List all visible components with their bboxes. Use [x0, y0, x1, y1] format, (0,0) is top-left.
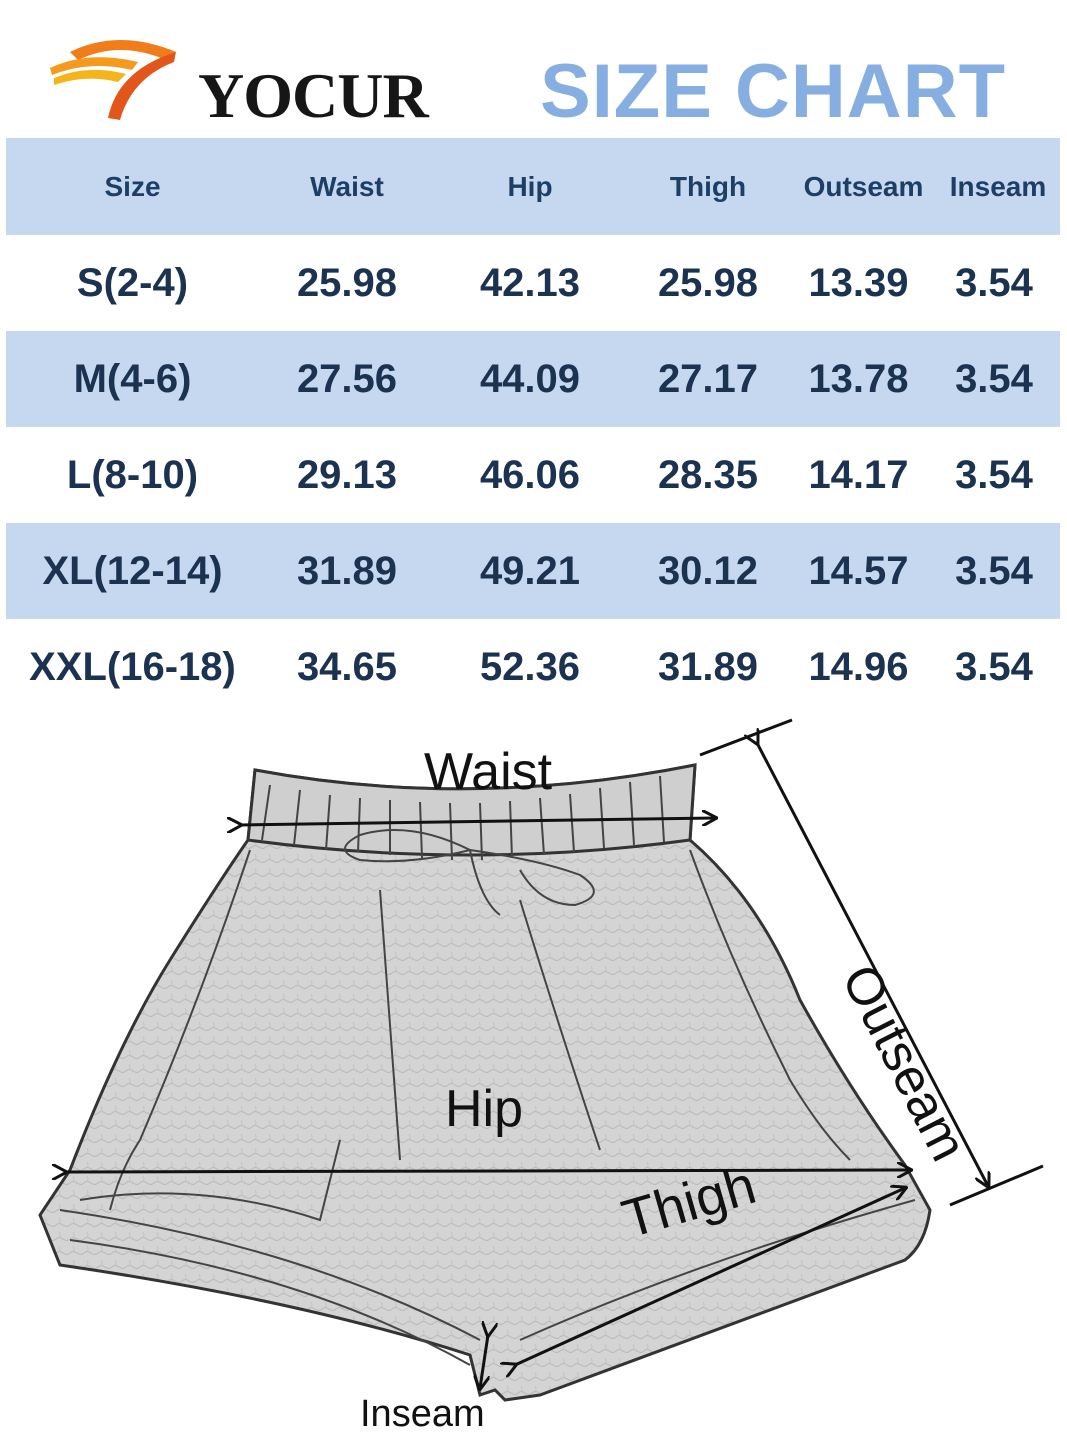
measurement-diagram: Waist Hip Thigh Outseam Inseam: [0, 700, 1067, 1443]
waist-measure-line: [240, 818, 715, 825]
outseam-tick-bottom: [949, 1164, 1044, 1207]
cell-thigh: 31.89: [657, 644, 759, 689]
inseam-label: Inseam: [360, 1393, 485, 1435]
hip-label: Hip: [445, 1080, 524, 1138]
cell-waist: 29.13: [296, 452, 398, 497]
cell-hip: 42.13: [479, 260, 581, 305]
cell-thigh: 28.35: [657, 452, 759, 497]
outseam-measure-line: [757, 743, 988, 1186]
thigh-measure-line: [515, 1188, 905, 1365]
yocur-logo-icon: [50, 40, 176, 120]
cell-inseam: 3.54: [955, 644, 1033, 689]
table-row: L(8-10) 29.13 46.06 28.35 14.17 3.54: [6, 427, 1060, 523]
cell-waist: 34.65: [296, 644, 398, 689]
cell-thigh: 25.98: [657, 260, 759, 305]
cell-outseam: 13.78: [808, 356, 909, 401]
table-row: XL(12-14) 31.89 49.21 30.12 14.57 3.54: [6, 523, 1060, 619]
cell-size: L(8-10): [66, 452, 199, 497]
header-waist: Waist: [310, 170, 384, 202]
cell-hip: 46.06: [479, 452, 581, 497]
header-inseam: Inseam: [949, 170, 1047, 202]
waist-label: Waist: [424, 743, 553, 801]
cell-size: XXL(16-18): [29, 644, 236, 689]
table-row: S(2-4) 25.98 42.13 25.98 13.39 3.54: [6, 235, 1060, 331]
cell-inseam: 3.54: [955, 548, 1033, 593]
shorts-sketch-icon: [38, 718, 1044, 1402]
cell-hip: 52.36: [479, 644, 581, 689]
brand-name: YOCUR: [198, 60, 429, 131]
cell-thigh: 30.12: [657, 548, 759, 593]
size-table: Size Waist Hip Thigh Outseam Inseam S(2-…: [6, 138, 1060, 715]
cell-size: S(2-4): [76, 260, 189, 305]
cell-inseam: 3.54: [955, 260, 1033, 305]
cell-outseam: 14.57: [808, 548, 909, 593]
cell-outseam: 14.17: [808, 452, 909, 497]
cell-waist: 25.98: [296, 260, 398, 305]
table-header-row: Size Waist Hip Thigh Outseam Inseam: [6, 138, 1060, 235]
cell-size: M(4-6): [73, 356, 192, 401]
cell-waist: 31.89: [296, 548, 398, 593]
outseam-tick-top: [699, 718, 793, 757]
cell-inseam: 3.54: [955, 356, 1033, 401]
header-thigh: Thigh: [669, 170, 747, 202]
cell-hip: 44.09: [479, 356, 581, 401]
cell-thigh: 27.17: [657, 356, 759, 401]
cell-outseam: 14.96: [808, 644, 909, 689]
cell-waist: 27.56: [296, 356, 398, 401]
page-title: SIZE CHART: [540, 49, 1006, 134]
table-row: M(4-6) 27.56 44.09 27.17 13.78 3.54: [6, 331, 1060, 427]
table-row: XXL(16-18) 34.65 52.36 31.89 14.96 3.54: [6, 619, 1060, 715]
hip-measure-line: [65, 1170, 910, 1172]
cell-outseam: 13.39: [808, 260, 909, 305]
header-size: Size: [104, 170, 161, 202]
inseam-measure-line: [480, 1335, 488, 1388]
cell-inseam: 3.54: [955, 452, 1033, 497]
header-hip: Hip: [507, 170, 553, 202]
cell-size: XL(12-14): [42, 548, 223, 593]
header-outseam: Outseam: [803, 170, 924, 202]
cell-hip: 49.21: [479, 548, 581, 593]
brand: YOCUR: [48, 30, 468, 131]
